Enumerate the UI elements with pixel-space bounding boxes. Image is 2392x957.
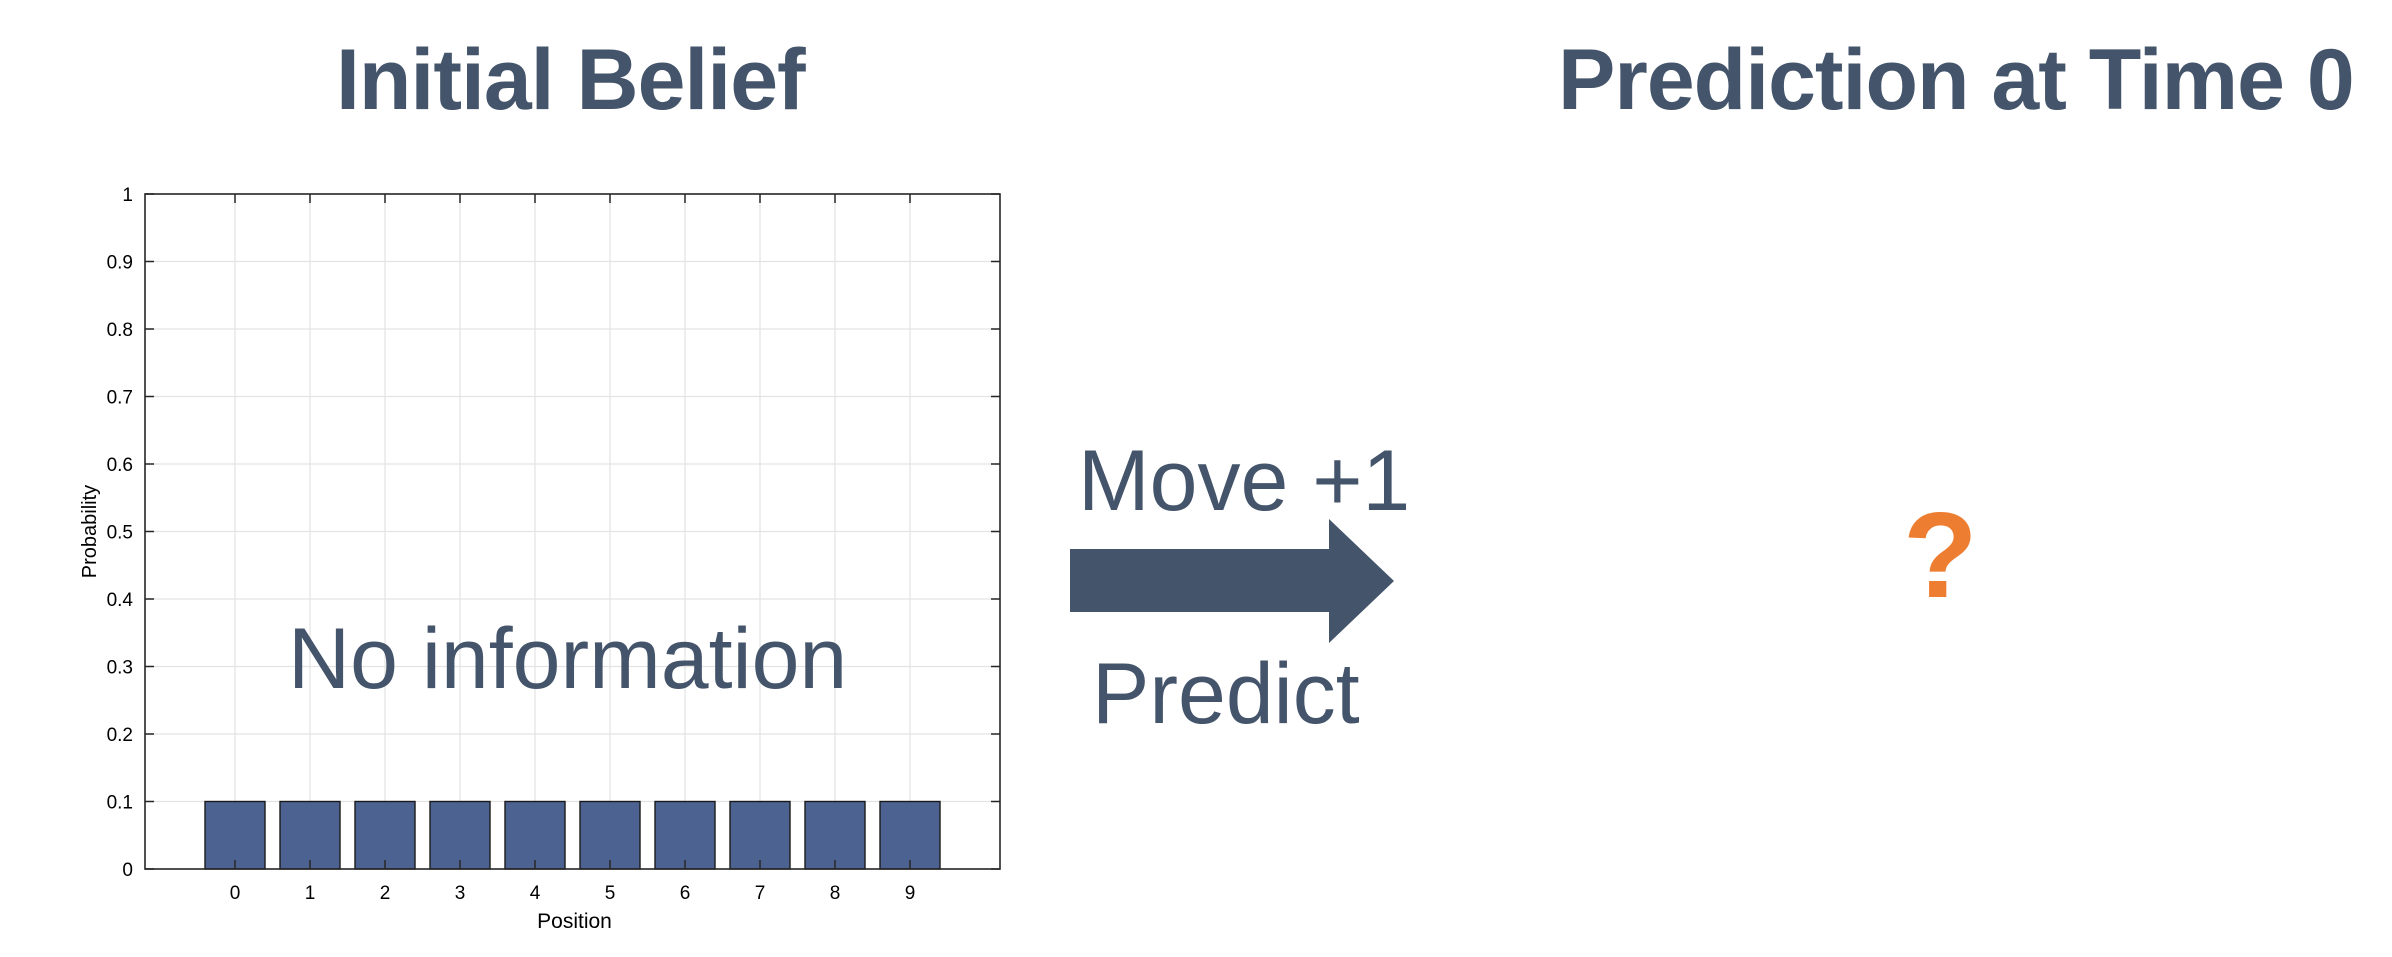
bar-position-7 [729, 800, 791, 870]
y-tick-label: 1 [122, 185, 133, 206]
x-tick-label: 9 [905, 883, 916, 904]
x-tick-label: 1 [305, 883, 316, 904]
chart-grid [145, 193, 1000, 870]
chart-labels: Position Probability [79, 485, 612, 933]
bar-position-9 [879, 800, 941, 870]
left-chart-title: Initial Belief [336, 32, 806, 128]
x-tick-label: 0 [230, 883, 241, 904]
bar-position-8 [804, 800, 866, 870]
move-label: Move +1 [1078, 433, 1411, 529]
predict-arrow-icon [1070, 519, 1394, 643]
bar-position-6 [654, 800, 716, 870]
x-tick-label: 8 [830, 883, 841, 904]
bar-position-2 [354, 800, 416, 870]
right-panel-title: Prediction at Time 0 [1558, 32, 2355, 128]
unknown-prediction-question-mark: ? [1903, 487, 1978, 623]
y-axis-label: Probability [79, 485, 101, 578]
x-tick-label: 6 [680, 883, 691, 904]
x-tick-label: 5 [605, 883, 616, 904]
chart-bars [204, 800, 941, 870]
y-tick-label: 0 [122, 860, 133, 881]
y-tick-label: 0.1 [107, 793, 133, 814]
x-tick-label: 3 [455, 883, 466, 904]
y-tick-label: 0.5 [107, 523, 133, 544]
x-tick-label: 7 [755, 883, 766, 904]
y-tick-label: 0.8 [107, 320, 133, 341]
y-tick-label: 0.6 [107, 455, 133, 476]
y-tick-label: 0.9 [107, 253, 133, 274]
no-information-note: No information [288, 611, 848, 707]
predict-label: Predict [1092, 646, 1360, 742]
y-tick-label: 0.4 [107, 590, 134, 611]
x-tick-label: 2 [380, 883, 391, 904]
chart-ticks: 0 0.1 0.2 0.3 0.4 0.5 0.6 0.7 0.8 0.9 1 0 1 2 3 4 5 6 7 8 9 [107, 185, 1000, 904]
bar-position-1 [279, 800, 341, 870]
bar-position-4 [504, 800, 566, 870]
x-axis-label: Position [537, 910, 612, 933]
y-tick-label: 0.7 [107, 388, 133, 409]
bar-position-0 [204, 800, 266, 870]
y-tick-label: 0.2 [107, 725, 133, 746]
y-tick-label: 0.3 [107, 658, 133, 679]
bar-position-3 [429, 800, 491, 870]
bar-position-5 [579, 800, 641, 870]
x-tick-label: 4 [530, 883, 541, 904]
